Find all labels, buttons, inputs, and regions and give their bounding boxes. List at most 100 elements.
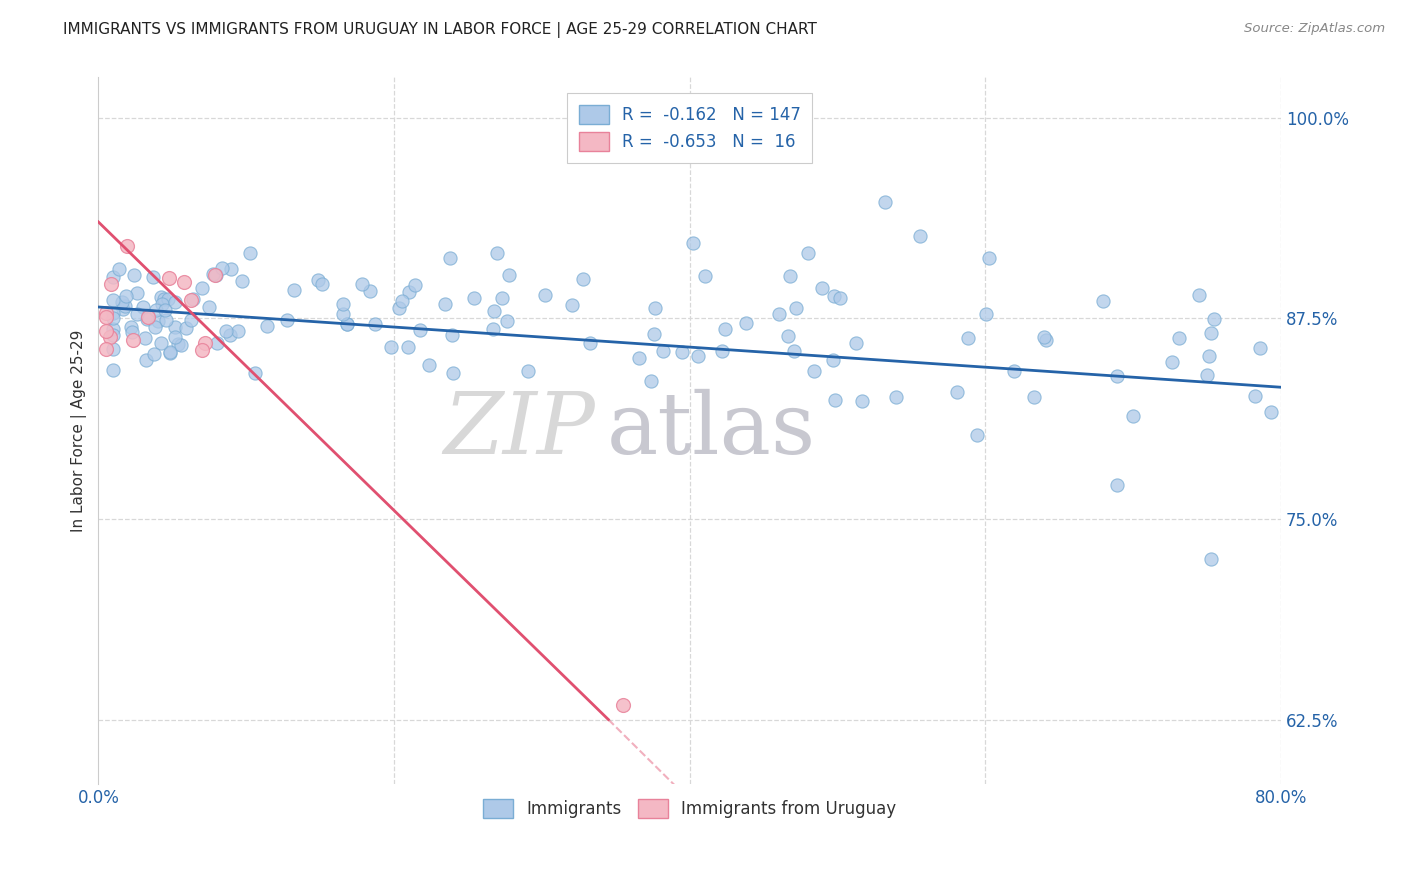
- Point: [579, 335, 602, 350]
- Point: [94, 342, 117, 356]
- Point: [163, 294, 186, 309]
- Point: [276, 313, 298, 327]
- Point: [352, 277, 374, 292]
- Point: [231, 274, 253, 288]
- Point: [218, 327, 240, 342]
- Point: [145, 302, 167, 317]
- Point: [180, 293, 202, 307]
- Point: [134, 331, 156, 345]
- Point: [194, 336, 217, 351]
- Point: [165, 330, 187, 344]
- Point: [94, 324, 117, 338]
- Point: [150, 297, 173, 311]
- Point: [387, 301, 409, 315]
- Point: [143, 319, 166, 334]
- Point: [1260, 405, 1282, 419]
- Point: [979, 251, 1001, 265]
- Point: [173, 275, 195, 289]
- Point: [735, 316, 758, 330]
- Point: [176, 321, 198, 335]
- Point: [779, 268, 801, 283]
- Point: [1198, 349, 1220, 363]
- Point: [396, 340, 419, 354]
- Point: [198, 300, 221, 314]
- Point: [1035, 333, 1057, 347]
- Point: [101, 328, 124, 343]
- Point: [643, 326, 665, 341]
- Point: [644, 301, 666, 315]
- Point: [612, 698, 634, 712]
- Point: [380, 340, 402, 354]
- Point: [682, 236, 704, 251]
- Point: [101, 322, 124, 336]
- Point: [884, 390, 907, 404]
- Point: [153, 303, 176, 318]
- Legend: Immigrants, Immigrants from Uruguay: Immigrants, Immigrants from Uruguay: [477, 792, 903, 825]
- Point: [908, 228, 931, 243]
- Point: [768, 307, 790, 321]
- Point: [785, 301, 807, 315]
- Point: [797, 246, 820, 260]
- Point: [823, 289, 845, 303]
- Point: [976, 307, 998, 321]
- Point: [1107, 478, 1129, 492]
- Point: [498, 268, 520, 282]
- Point: [94, 306, 117, 320]
- Point: [136, 308, 159, 322]
- Point: [1188, 288, 1211, 302]
- Point: [243, 367, 266, 381]
- Point: [122, 268, 145, 282]
- Point: [946, 384, 969, 399]
- Point: [98, 329, 121, 343]
- Point: [311, 277, 333, 291]
- Point: [111, 295, 134, 310]
- Text: atlas: atlas: [607, 389, 815, 472]
- Point: [135, 352, 157, 367]
- Point: [155, 313, 177, 327]
- Point: [1002, 364, 1025, 378]
- Point: [283, 284, 305, 298]
- Point: [112, 301, 135, 316]
- Point: [332, 307, 354, 321]
- Point: [239, 246, 262, 260]
- Point: [221, 262, 243, 277]
- Point: [714, 322, 737, 336]
- Point: [823, 352, 845, 367]
- Point: [181, 293, 204, 307]
- Point: [149, 290, 172, 304]
- Point: [157, 271, 180, 285]
- Point: [1092, 293, 1115, 308]
- Point: [159, 345, 181, 359]
- Point: [776, 328, 799, 343]
- Point: [1022, 390, 1045, 404]
- Point: [101, 362, 124, 376]
- Point: [783, 344, 806, 359]
- Point: [256, 319, 278, 334]
- Point: [671, 344, 693, 359]
- Y-axis label: In Labor Force | Age 25-29: In Labor Force | Age 25-29: [72, 329, 87, 532]
- Point: [1204, 312, 1226, 326]
- Point: [404, 277, 426, 292]
- Point: [101, 342, 124, 356]
- Point: [211, 260, 233, 275]
- Point: [828, 291, 851, 305]
- Point: [100, 277, 122, 292]
- Point: [149, 336, 172, 351]
- Point: [482, 304, 505, 318]
- Point: [132, 301, 155, 315]
- Point: [491, 292, 513, 306]
- Point: [439, 251, 461, 265]
- Point: [845, 335, 868, 350]
- Point: [204, 268, 226, 282]
- Point: [482, 322, 505, 336]
- Point: [191, 281, 214, 295]
- Point: [205, 335, 228, 350]
- Point: [418, 358, 440, 372]
- Point: [811, 280, 834, 294]
- Point: [495, 314, 517, 328]
- Point: [167, 337, 190, 351]
- Point: [215, 324, 238, 338]
- Point: [434, 297, 457, 311]
- Point: [695, 269, 717, 284]
- Point: [1160, 355, 1182, 369]
